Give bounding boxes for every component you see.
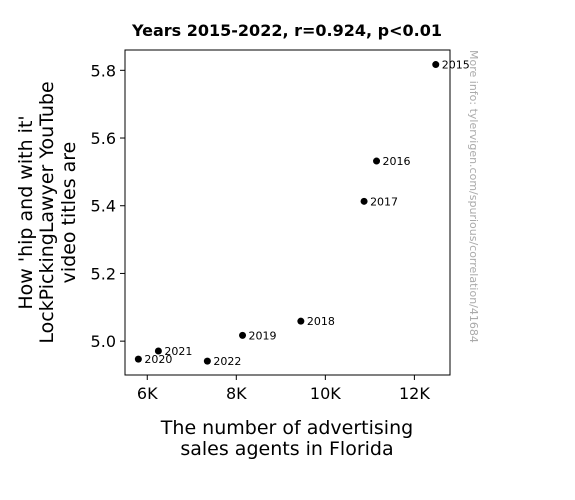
data-point — [154, 347, 162, 355]
y-axis: 5.0 5.2 5.4 5.6 5.8 — [91, 61, 125, 351]
data-point-label: 2018 — [307, 315, 335, 328]
data-point — [134, 355, 142, 363]
data-point — [432, 61, 440, 69]
data-point-label: 2017 — [370, 195, 398, 208]
data-point — [203, 357, 211, 365]
x-tick-label: 6K — [137, 384, 158, 403]
x-axis-label: The number of advertising sales agents in… — [160, 417, 413, 460]
x-tick-label: 10K — [310, 384, 341, 403]
watermark-text: More info: tylervigen.com/spurious/corre… — [467, 50, 480, 343]
plot-area — [124, 49, 451, 376]
y-axis-label-line: LockPickingLawyer YouTube — [36, 81, 58, 343]
data-point — [373, 157, 381, 165]
data-point-label: 2022 — [213, 355, 241, 368]
x-tick-label: 8K — [226, 384, 247, 403]
data-point-label: 2021 — [164, 345, 192, 358]
x-axis: 6K 8K 10K 12K — [137, 375, 430, 403]
data-point-label: 2020 — [144, 353, 172, 366]
y-tick-label: 5.4 — [91, 197, 116, 216]
data-point — [360, 197, 368, 205]
y-tick-label: 5.2 — [91, 264, 116, 283]
data-point-label: 2016 — [383, 155, 411, 168]
y-axis-label-line: video titles are — [58, 142, 80, 284]
x-axis-label-line: The number of advertising — [160, 417, 413, 439]
y-axis-label-line: How 'hip and with it' — [15, 115, 37, 309]
y-tick-label: 5.0 — [91, 332, 116, 351]
x-tick-label: 12K — [399, 384, 430, 403]
chart-title: Years 2015-2022, r=0.924, p<0.01 — [131, 21, 442, 40]
x-axis-label-line: sales agents in Florida — [180, 438, 393, 460]
data-point — [297, 317, 305, 325]
data-point-label: 2019 — [249, 329, 277, 342]
y-tick-label: 5.8 — [91, 61, 116, 80]
data-point — [239, 331, 247, 339]
y-tick-label: 5.6 — [91, 129, 116, 148]
data-point-label: 2015 — [442, 59, 470, 72]
